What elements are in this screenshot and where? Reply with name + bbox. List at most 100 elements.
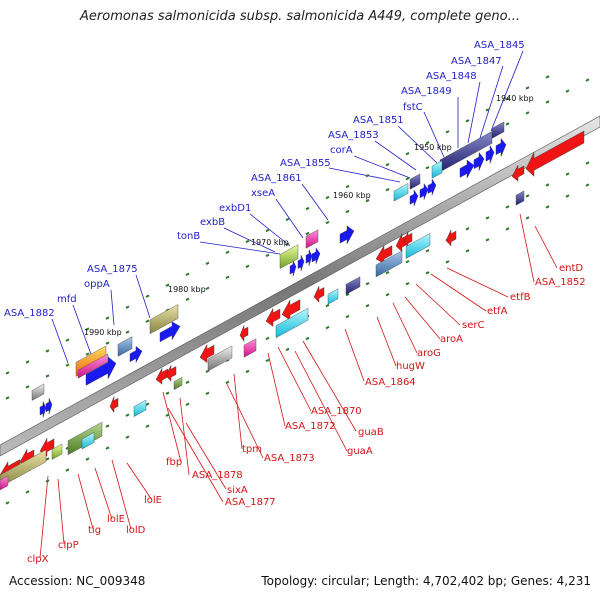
gene-label[interactable]: oppA (84, 279, 110, 290)
label-leader-lines (39, 50, 558, 559)
gene-label[interactable]: exbB (200, 217, 225, 228)
gene-label[interactable]: ASA_1873 (264, 453, 315, 464)
gene-label[interactable]: xseA (251, 188, 275, 199)
reverse-gene-box (345, 276, 361, 295)
gene-label[interactable]: ASA_1855 (280, 158, 331, 169)
leader-line (301, 183, 329, 221)
leader-line (397, 125, 438, 164)
tick-mark (5, 396, 10, 400)
gene-label[interactable]: ASA_1849 (401, 86, 452, 97)
forward-gene-arrow (45, 398, 53, 415)
gene-label[interactable]: tpm (242, 444, 262, 455)
gene-label[interactable]: fbp (166, 457, 182, 468)
tick-mark (565, 172, 570, 176)
gene-label[interactable]: ASA_1864 (365, 377, 416, 388)
gene-label[interactable]: lolE (144, 495, 162, 506)
leader-line (479, 65, 504, 139)
tick-mark (485, 238, 490, 242)
gene-label[interactable]: ASA_1847 (451, 56, 502, 67)
tick-mark (25, 490, 30, 494)
tick-mark (265, 228, 270, 233)
reverse-gene-box (275, 307, 309, 339)
gene-label[interactable]: ASA_1861 (251, 173, 302, 184)
tick-mark (365, 281, 370, 286)
gene-label[interactable]: ASA_1853 (328, 130, 379, 141)
forward-gene-arrow (311, 247, 321, 264)
gene-label[interactable]: fstC (403, 102, 423, 113)
gene-label[interactable]: ASA_1851 (353, 115, 404, 126)
gene-label[interactable]: ASA_1875 (87, 264, 138, 275)
gene-label[interactable]: tonB (177, 231, 200, 242)
gene-label[interactable]: ASA_1845 (474, 40, 525, 51)
leader-line (446, 267, 509, 298)
leader-line (302, 340, 357, 432)
tick-mark (425, 166, 430, 170)
tick-mark (185, 297, 190, 301)
tick-mark (425, 249, 430, 253)
tick-mark (305, 231, 310, 236)
leader-line (294, 350, 348, 452)
gene-label[interactable]: ASA_1882 (4, 308, 55, 319)
tick-mark (445, 260, 450, 264)
gene-label[interactable]: ASA_1848 (426, 71, 477, 82)
tick-mark (285, 347, 290, 352)
leader-line (490, 50, 524, 132)
gene-label[interactable]: lolE (107, 514, 125, 525)
gene-label[interactable]: guaA (347, 446, 373, 457)
gene-label[interactable]: tig (88, 525, 101, 536)
leader-line (415, 283, 461, 326)
gene-label[interactable]: clpP (58, 540, 79, 551)
gene-label[interactable]: etfA (487, 306, 508, 317)
tick-mark (465, 249, 470, 253)
forward-gene-box (279, 244, 299, 269)
gene-label[interactable]: entD (559, 263, 583, 274)
tick-mark (225, 250, 230, 255)
gene-label[interactable]: aroG (417, 348, 441, 359)
gene-label[interactable]: aroA (440, 334, 463, 345)
tick-mark (525, 194, 530, 198)
gene-features (0, 121, 585, 491)
gene-label[interactable]: guaB (358, 427, 384, 438)
tick-mark (365, 173, 370, 178)
reverse-gene-arrow (403, 231, 413, 249)
forward-gene-box (77, 353, 109, 379)
forward-gene-arrow (39, 401, 47, 418)
leader-line (225, 381, 264, 459)
tick-mark (5, 371, 10, 375)
tick-mark (465, 119, 470, 123)
tick-mark (525, 86, 530, 90)
forward-gene-arrow (289, 260, 297, 277)
leader-line (404, 296, 441, 340)
gene-label[interactable]: hugW (396, 361, 425, 372)
reverse-gene-box (375, 250, 403, 278)
gene-label[interactable]: sixA (227, 485, 248, 496)
gene-label[interactable]: exbD1 (219, 203, 251, 214)
forward-gene-arrow (129, 346, 143, 363)
tick-mark (45, 374, 50, 378)
leader-line (223, 227, 276, 253)
gene-label[interactable]: ASA_1877 (225, 497, 276, 508)
gene-label[interactable]: lolD (126, 525, 146, 536)
leader-line (135, 274, 151, 319)
gene-label[interactable]: clpX (27, 554, 49, 565)
tick-mark (265, 336, 270, 341)
tick-mark (25, 385, 30, 389)
tick-mark (125, 435, 130, 439)
gene-label[interactable]: mfd (57, 294, 77, 305)
reverse-gene-labels: entD ASA_1852 etfB etfA serC aroA aroG h… (27, 263, 586, 565)
tick-mark (325, 325, 330, 330)
leader-line (267, 352, 286, 427)
reverse-gene-box (173, 376, 183, 390)
gene-label[interactable]: etfB (510, 292, 531, 303)
gene-label[interactable]: ASA_1852 (535, 277, 586, 288)
gene-label[interactable]: ASA_1878 (192, 470, 243, 481)
gene-label[interactable]: ASA_1872 (285, 421, 336, 432)
gene-label[interactable]: corA (330, 145, 353, 156)
tick-mark (185, 380, 190, 384)
gene-label[interactable]: serC (462, 320, 484, 331)
reverse-gene-box (243, 338, 257, 358)
leader-line (39, 475, 49, 559)
gene-label[interactable]: ASA_1870 (311, 406, 362, 417)
tick-mark (205, 391, 210, 395)
tick-mark (325, 195, 330, 200)
